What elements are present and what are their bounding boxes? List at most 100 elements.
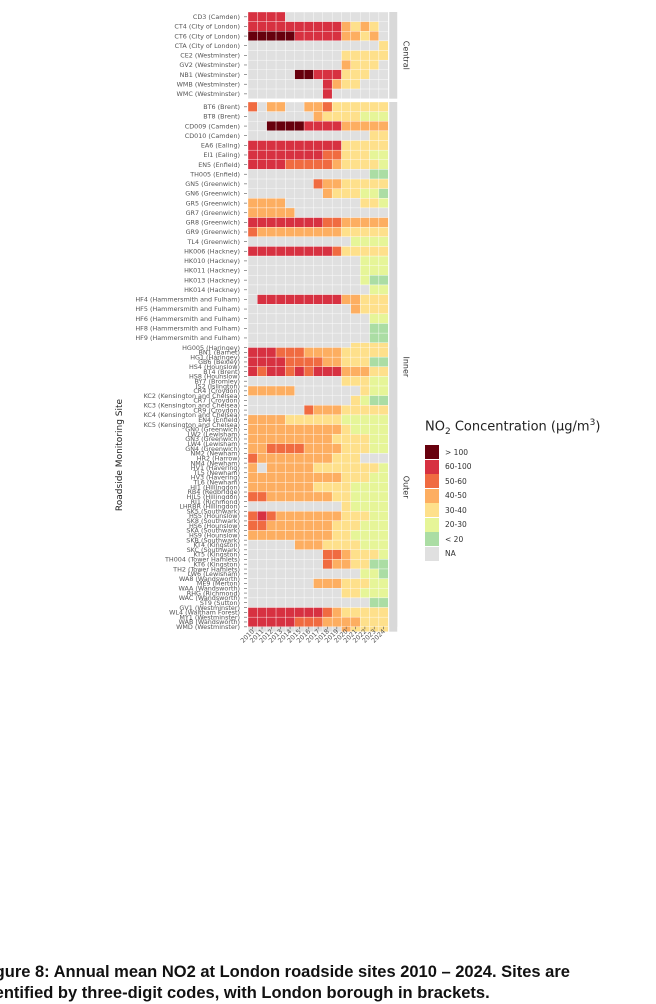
heat-cell [247, 79, 258, 90]
heat-cell [331, 395, 342, 406]
heat-cell [341, 50, 352, 61]
heat-cell [378, 433, 389, 444]
site-label: HS9 (Hounslow) [189, 531, 240, 539]
heat-cell [275, 385, 286, 396]
heat-cell [378, 376, 389, 387]
heat-cell [313, 313, 323, 324]
heat-cell [331, 568, 342, 579]
heat-cell [275, 198, 286, 209]
heat-cell [331, 236, 342, 247]
heat-cell [294, 376, 305, 387]
heat-cell [303, 433, 314, 444]
heat-cell [257, 236, 267, 247]
heat-cell [313, 294, 323, 305]
heat-cell [313, 88, 323, 99]
heat-cell [369, 275, 380, 286]
heat-cell [257, 304, 267, 315]
heat-cell [303, 323, 314, 334]
heat-cell [247, 597, 258, 608]
heat-cell [378, 539, 389, 550]
heat-cell [378, 217, 389, 228]
heat-cell [360, 227, 370, 237]
heat-cell [257, 424, 267, 435]
heat-cell [378, 501, 389, 512]
site-label: HI1 (Hillingdon) [190, 483, 240, 491]
heat-cell [322, 332, 333, 343]
figure-caption: Figure 8: Annual mean NO2 at London road… [0, 962, 656, 1004]
heat-cell [360, 21, 370, 32]
heat-cell [322, 59, 333, 70]
heat-cell [341, 568, 352, 579]
heat-cell [294, 607, 305, 618]
heat-cell [294, 59, 305, 70]
heat-cell [257, 559, 267, 570]
heat-cell [266, 376, 277, 387]
heat-cell [247, 159, 258, 170]
heat-cell [378, 21, 389, 32]
heat-cell [341, 88, 352, 99]
heat-cell [360, 31, 370, 42]
heat-cell [247, 568, 258, 579]
heat-cell [331, 130, 342, 141]
heat-cell [378, 520, 389, 531]
heat-cell [313, 491, 323, 502]
legend-item: 30-40 [425, 503, 595, 518]
heat-cell [247, 578, 258, 589]
heat-cell [350, 453, 361, 464]
heat-cell [350, 169, 361, 180]
heat-cell [285, 501, 295, 512]
heat-cell [294, 246, 305, 257]
heat-cell [341, 21, 352, 32]
site-label: TH2 (Tower Hamlets) [172, 565, 240, 573]
legend-label: 50-60 [445, 476, 467, 486]
heat-cell [294, 31, 305, 42]
heat-cell [378, 453, 389, 464]
heat-cell [257, 433, 267, 444]
heat-cell [331, 366, 342, 377]
heat-cell [369, 11, 380, 22]
heat-cell [275, 462, 286, 473]
heat-cell [331, 356, 342, 367]
heat-cell [266, 149, 277, 160]
heat-cell [303, 539, 314, 550]
heat-cell [331, 482, 342, 493]
heat-cell [313, 69, 323, 80]
heat-cell [294, 159, 305, 170]
heat-cell [341, 169, 352, 180]
site-label: HK010 (Hackney) [184, 257, 240, 265]
site-label: GN3 (Greenwich) [185, 435, 240, 443]
heat-cell [322, 313, 333, 324]
legend-swatch [425, 459, 439, 474]
heat-cell [257, 616, 267, 627]
heat-cell [266, 159, 277, 170]
heat-cell [350, 313, 361, 324]
heat-cell [257, 395, 267, 406]
heat-cell [341, 159, 352, 170]
heat-cell [313, 101, 323, 112]
heat-cell [257, 453, 267, 464]
site-label: HF8 (Hammersmith and Fulham) [135, 325, 240, 333]
heat-cell [313, 511, 323, 522]
site-label: KT5 (Kingston) [193, 551, 240, 559]
heat-cell [275, 559, 286, 570]
heat-cell [322, 265, 333, 276]
heat-cell [275, 40, 286, 51]
heat-cell [360, 376, 370, 387]
heat-cell [378, 40, 389, 51]
heat-cell [341, 549, 352, 560]
heat-cell [303, 597, 314, 608]
heat-cell [257, 385, 267, 396]
heat-cell [257, 511, 267, 522]
site-label: WMD (Westminster) [176, 623, 240, 631]
heat-cell [331, 178, 342, 189]
heat-cell [257, 198, 267, 209]
heat-cell [369, 405, 380, 416]
heat-cell [331, 40, 342, 51]
heat-cell [360, 159, 370, 170]
heat-cell [350, 491, 361, 502]
heat-cell [322, 443, 333, 454]
heat-cell [378, 178, 389, 189]
facet-label: Central [401, 41, 410, 70]
heat-cell [360, 59, 370, 70]
heat-cell [360, 217, 370, 228]
